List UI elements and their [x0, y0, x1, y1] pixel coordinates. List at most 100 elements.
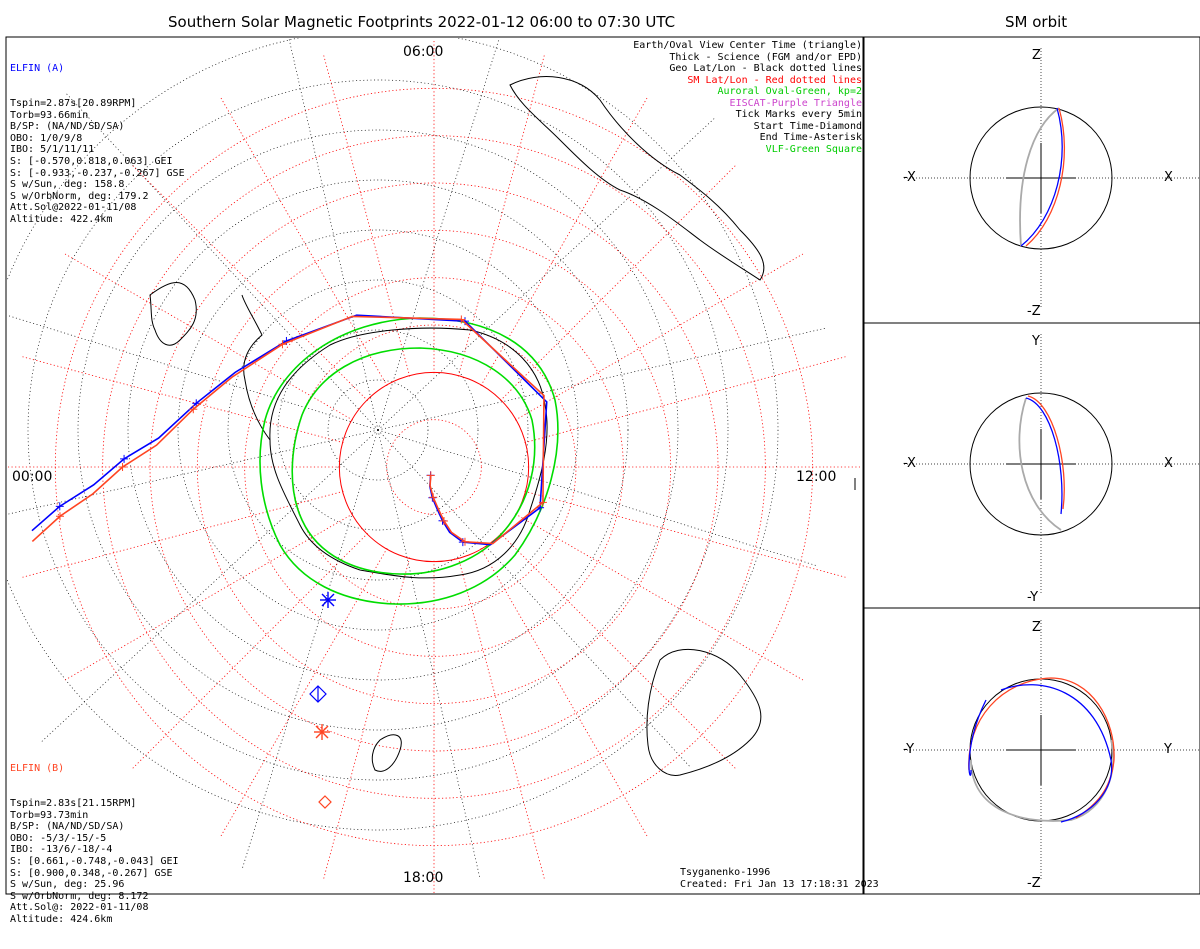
legend-entry: End Time-Asterisk: [759, 132, 862, 143]
track-tick: [457, 315, 466, 324]
elfin-a-name: ELFIN (A): [10, 63, 65, 75]
elfin-b-info-line: IBO: -13/6/-18/-4: [10, 844, 113, 856]
sm-longitude-line: [323, 557, 411, 879]
hour-label-left: 00:00: [12, 469, 53, 485]
track-elfin-a: [31, 314, 548, 546]
sm-grid: [8, 41, 860, 893]
sm-latitude-ring: [386, 419, 482, 515]
geo-longitude-line: [288, 38, 379, 431]
legend: Earth/Oval View Center Time (triangle) Th…: [633, 40, 862, 155]
geo-longitude-line: [377, 429, 691, 768]
elfin-b-info: ELFIN (B) Tspin=2.83s[21.15RPM] Torb=93.7…: [10, 740, 179, 949]
geo-longitude-line: [377, 117, 716, 431]
sm-longitude-line: [499, 165, 736, 402]
legend-entry: Thick - Science (FGM and/or EPD): [669, 51, 862, 63]
orbit-title: SM orbit: [1005, 13, 1068, 31]
track-tick: [429, 493, 438, 502]
geo-latitude-ring: [177, 229, 579, 631]
sm-longitude-line: [220, 97, 388, 387]
sm-longitude-line: [514, 513, 804, 681]
chart-title: Southern Solar Magnetic Footprints 2022-…: [168, 13, 676, 31]
sm-longitude-line: [132, 532, 369, 769]
polar-plot: [5, 36, 1200, 895]
sm-longitude-line: [220, 547, 388, 837]
tracks: [31, 314, 548, 547]
sm-longitude-line: [480, 97, 648, 387]
legend-entry: SM Lat/Lon - Red dotted lines: [687, 74, 862, 86]
orbit-path-gray: [970, 739, 1115, 822]
orbit-frame: [863, 36, 1200, 895]
sm-longitude-line: [323, 55, 411, 377]
elfin-a-info: ELFIN (A) Tspin=2.87s[20.89RPM] Torb=93.6…: [10, 40, 185, 249]
track-elfin-b: [31, 315, 545, 545]
footer-model: Tsyganenko-1996: [680, 867, 771, 878]
elfin-a-info-line: S: [-0.933,-0.237,-0.267] GSE: [10, 167, 185, 179]
hour-label-bottom: 18:00: [403, 870, 444, 886]
sm-longitude-line: [480, 547, 648, 837]
elfin-a-info-line: IBO: 5/1/11/11: [10, 144, 95, 156]
elfin-b-info-line: S w/Sun, deg: 25.96: [10, 879, 125, 891]
geo-latitude-ring: [27, 79, 729, 781]
sm-latitude-ring: [291, 324, 577, 610]
geo-latitude-ring: [277, 329, 479, 531]
elfin-a-info-line: Tspin=2.87s[20.89RPM]: [10, 97, 137, 109]
sm-latitude-ring: [196, 229, 672, 705]
sm-longitude-line: [514, 253, 804, 421]
track-tick: [278, 340, 287, 349]
sm-longitude-line: [22, 356, 344, 444]
legend-entry: Start Time-Diamond: [753, 120, 862, 132]
elfin-b-info-line: B/SP: (NA/ND/SD/SA): [10, 821, 125, 833]
antarctica-coast: [269, 327, 548, 579]
geo-latitude-ring: [127, 179, 629, 681]
orbit-axis-label-left: -X: [903, 170, 916, 185]
nz-coast: [371, 734, 402, 772]
auroral-oval-outer: [259, 317, 559, 605]
orbit-axis-label-right: Y: [1164, 742, 1172, 757]
elfin-a-info-line: S: [-0.570,0.818,0.063] GEI: [10, 155, 173, 167]
orbit-panels: [904, 48, 1200, 880]
orbit-axis-label-top: Z: [1032, 48, 1041, 63]
elfin-b-name: ELFIN (B): [10, 763, 65, 775]
south-america-coast: [149, 282, 197, 346]
elfin-a-info-line: Att.Sol@2022-01-11/08: [10, 202, 137, 214]
elfin-b-info-line: Att.Sol@: 2022-01-11/08: [10, 902, 149, 914]
track-tick: [189, 405, 198, 414]
elfin-b-info-line: S: [0.900,0.348,-0.267] GSE: [10, 867, 173, 879]
orbit-axis-label-bottom: -Y: [1027, 590, 1039, 605]
auroral-oval: [259, 317, 559, 605]
legend-entry: Tick Marks every 5min: [735, 109, 862, 120]
elfin-b-info-line: Torb=93.73min: [10, 809, 89, 821]
geo-latitude-ring: [227, 279, 529, 581]
australia-coast: [646, 648, 762, 776]
orbit-path-elfin-a: [1020, 107, 1063, 247]
elfin-b-info-line: S: [0.661,-0.748,-0.043] GEI: [10, 855, 179, 867]
orbit-axis-label-bottom: -Z: [1027, 876, 1041, 891]
end-asterisk-a: [320, 592, 336, 608]
geo-longitude-line: [377, 38, 500, 431]
sm-longitude-line: [524, 356, 846, 444]
geo-longitude-line: [40, 429, 379, 743]
hour-label-right: 12:00: [796, 469, 837, 485]
track-tick: [460, 537, 469, 546]
sm-longitude-line: [132, 165, 369, 402]
sm-longitude-line: [499, 532, 736, 769]
auroral-oval-inner: [291, 347, 536, 575]
orbit-axis-label-top: Z: [1032, 620, 1041, 635]
elfin-a-info-line: B/SP: (NA/ND/SD/SA): [10, 121, 125, 133]
elfin-a-info-line: Altitude: 422.4km: [10, 213, 113, 225]
elfin-b-info-line: Altitude: 424.6km: [10, 913, 113, 925]
track-tick: [55, 502, 64, 511]
orbit-path-elfin-a: [1025, 397, 1063, 515]
orbit-axis-label-right: X: [1164, 456, 1173, 471]
orbit-axis-label-left: -Y: [903, 742, 915, 757]
footer-created: Created: Fri Jan 13 17:18:31 2023: [680, 879, 879, 890]
elfin-a-info-line: OBO: 1/0/9/8: [10, 132, 83, 144]
legend-entry: Auroral Oval-Green, kp=2: [717, 86, 863, 97]
legend-entry: VLF-Green Square: [765, 143, 862, 155]
track-tick: [120, 454, 129, 463]
geo-grid: [7, 38, 827, 879]
elfin-b-info-line: S w/OrbNorm, deg: 8.172: [10, 890, 149, 902]
peninsula-coast: [241, 294, 271, 441]
sm-longitude-line: [64, 513, 354, 681]
orbit-axis-label-bottom: -Z: [1027, 304, 1041, 319]
